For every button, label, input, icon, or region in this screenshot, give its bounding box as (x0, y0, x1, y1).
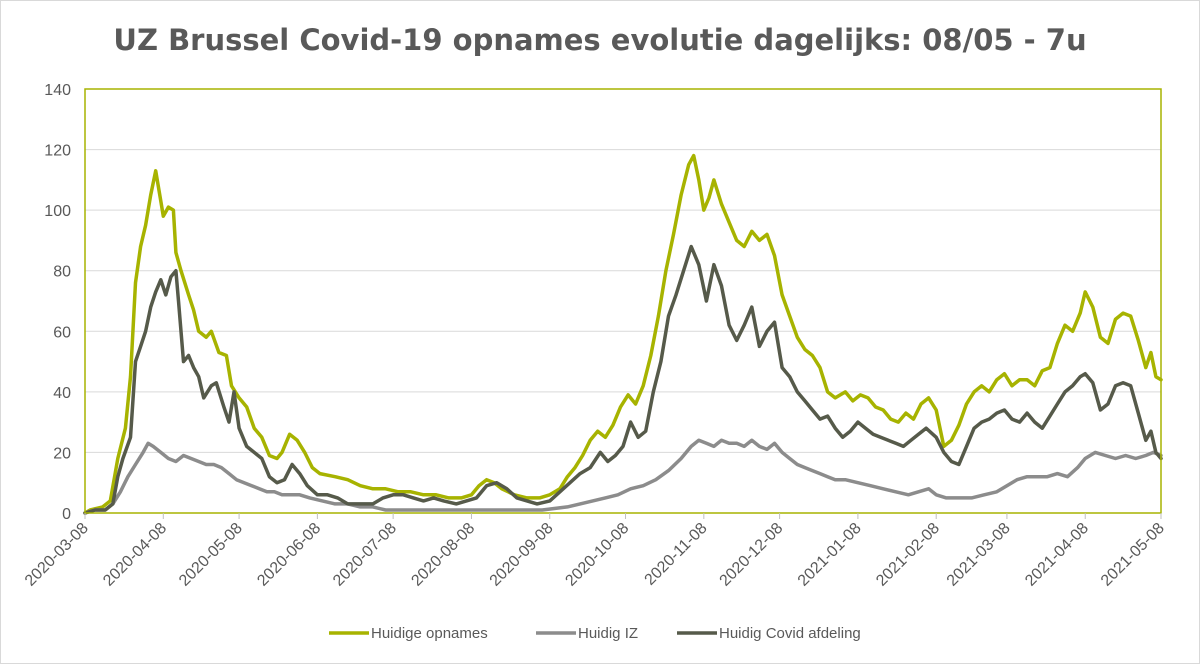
chart-title: UZ Brussel Covid-19 opnames evolutie dag… (113, 23, 1087, 57)
series-layer (83, 153, 1163, 515)
y-tick-label: 20 (53, 445, 71, 462)
series-line-1 (83, 153, 1163, 515)
series-line-2 (83, 438, 1163, 515)
x-tick-label: 2020-05-08 (176, 520, 246, 590)
x-tick-label: 2020-04-08 (100, 520, 170, 590)
x-tick-label: 2020-07-08 (330, 520, 400, 590)
plot-area-border (84, 88, 1162, 514)
x-tick-label: 2020-08-08 (408, 520, 478, 590)
y-tick-label: 0 (62, 506, 71, 523)
legend-label-1: Huidige opnames (371, 625, 488, 642)
x-tick-label: 2020-10-08 (562, 520, 632, 590)
y-tick-label: 100 (44, 203, 71, 220)
x-tick-label: 2021-02-08 (873, 520, 943, 590)
x-tick-label: 2020-09-08 (487, 520, 557, 590)
x-tick-label: 2020-03-08 (22, 520, 92, 590)
x-tick-label: 2021-03-08 (944, 520, 1014, 590)
legend-label-3: Huidig Covid afdeling (719, 625, 861, 642)
x-tick-label: 2020-12-08 (717, 520, 787, 590)
y-tick-label: 60 (53, 324, 71, 341)
grid-layer (85, 149, 1161, 453)
legend-layer: Huidige opnames Huidig IZ Huidig Covid afd… (329, 625, 861, 642)
series-line-3 (83, 244, 1163, 515)
y-tick-label: 80 (53, 264, 71, 281)
x-tick-label: 2020-11-08 (642, 520, 711, 589)
x-tick-label: 2021-04-08 (1022, 520, 1092, 590)
y-tick-label: 120 (44, 143, 71, 160)
x-tick-label: 2021-01-08 (795, 520, 865, 590)
x-tick-label: 2021-05-08 (1098, 520, 1168, 590)
y-tick-label: 140 (44, 82, 71, 99)
x-tick-label: 2020-06-08 (254, 520, 324, 590)
y-tick-label: 40 (53, 385, 71, 402)
legend-label-2: Huidig IZ (578, 625, 638, 642)
